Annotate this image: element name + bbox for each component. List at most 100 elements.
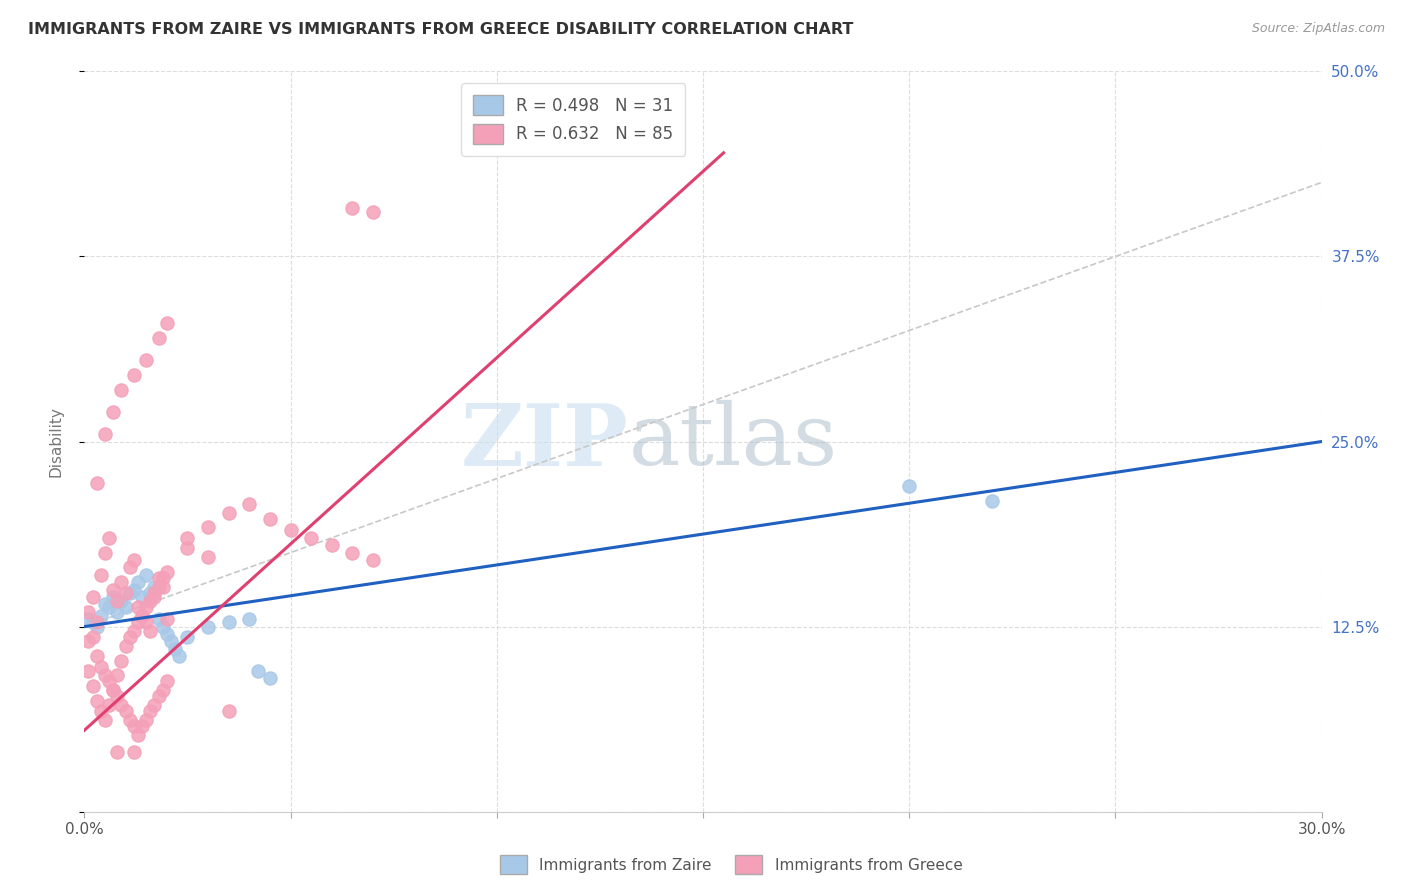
Point [148,690,170,704]
Point [280,524,302,538]
Point [143,580,166,594]
Point [103,683,125,698]
Point [86,694,108,708]
Point [114,639,136,653]
Point [122,368,145,382]
Point [131,590,153,604]
Point [980,493,1002,508]
Legend: Immigrants from Zaire, Immigrants from Greece: Immigrants from Zaire, Immigrants from G… [494,849,969,880]
Point [143,585,166,599]
Point [152,580,174,594]
Point [156,627,179,641]
Point [127,575,149,590]
Point [342,201,364,215]
Point [218,615,240,630]
Point [152,619,174,633]
Point [94,668,117,682]
Point [167,649,190,664]
Point [94,427,117,442]
Point [131,719,153,733]
Point [98,600,121,615]
Point [143,698,166,712]
Point [110,654,132,668]
Point [86,475,108,490]
Point [131,609,153,624]
Point [77,664,100,678]
Point [86,649,108,664]
Point [152,571,174,585]
Point [139,624,162,638]
Point [110,698,132,712]
Point [238,497,260,511]
Point [197,520,219,534]
Point [148,331,170,345]
Point [165,641,187,656]
Point [110,575,132,590]
Point [160,634,183,648]
Point [77,612,100,626]
Point [197,549,219,564]
Point [259,672,281,686]
Point [105,668,128,682]
Point [122,582,145,597]
Point [98,531,121,545]
Point [118,630,141,644]
Point [197,619,219,633]
Point [94,546,117,560]
Point [148,612,170,626]
Point [82,630,104,644]
Point [90,609,112,624]
Point [176,531,198,545]
Point [156,612,179,626]
Point [94,598,117,612]
Point [361,205,384,219]
Point [135,567,157,582]
Point [135,713,157,727]
Point [118,713,141,727]
Point [259,511,281,525]
Point [105,690,128,704]
Point [321,538,343,552]
Point [122,746,145,760]
Point [246,664,269,678]
Point [77,634,100,648]
Point [148,580,170,594]
Point [77,605,100,619]
Point [114,600,136,615]
Point [127,728,149,742]
Text: IMMIGRANTS FROM ZAIRE VS IMMIGRANTS FROM GREECE DISABILITY CORRELATION CHART: IMMIGRANTS FROM ZAIRE VS IMMIGRANTS FROM… [28,22,853,37]
Point [135,615,157,630]
Point [98,674,121,689]
Point [82,615,104,630]
Point [122,553,145,567]
Point [118,560,141,574]
Point [103,590,125,604]
Point [114,585,136,599]
Point [103,405,125,419]
Text: Source: ZipAtlas.com: Source: ZipAtlas.com [1251,22,1385,36]
Legend: R = 0.498   N = 31, R = 0.632   N = 85: R = 0.498 N = 31, R = 0.632 N = 85 [461,83,685,156]
Point [131,609,153,624]
Point [122,624,145,638]
Point [148,571,170,585]
Point [86,619,108,633]
Point [90,659,112,673]
Point [103,582,125,597]
Point [105,605,128,619]
Point [218,506,240,520]
Point [361,553,384,567]
Point [898,479,921,493]
Point [218,704,240,718]
Point [176,630,198,644]
Point [127,615,149,630]
Point [82,590,104,604]
Point [118,585,141,599]
Point [156,316,179,330]
Point [139,594,162,608]
Point [299,531,322,545]
Point [98,698,121,712]
Point [342,546,364,560]
Point [103,683,125,698]
Point [127,600,149,615]
Point [94,713,117,727]
